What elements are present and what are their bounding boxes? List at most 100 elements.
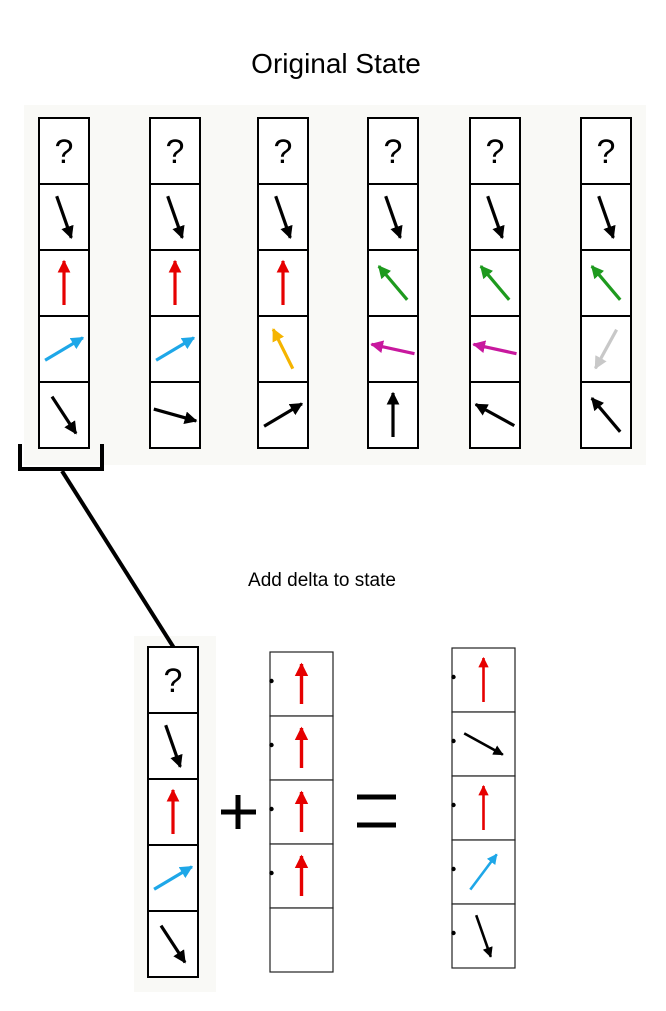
- original-state-panel: [24, 105, 646, 465]
- cell: [149, 183, 201, 251]
- cell: [269, 715, 334, 781]
- green-arrow-icon: [590, 265, 622, 301]
- state-column: ?: [580, 117, 632, 449]
- cell: [269, 843, 334, 909]
- black-arrow-icon: [384, 195, 403, 240]
- black-arrow-icon: [590, 397, 622, 433]
- cell: [38, 249, 90, 317]
- black-arrow-icon: [164, 724, 183, 769]
- cell: [580, 315, 632, 383]
- cell: [147, 910, 199, 978]
- black-arrow-icon: [50, 395, 78, 435]
- cell: [38, 315, 90, 383]
- diagram-title: Original State: [251, 48, 421, 79]
- edge-tick-icon: [451, 802, 456, 808]
- selected-state-column: ?: [147, 646, 199, 978]
- edge-tick-icon: [269, 806, 274, 812]
- black-arrow-icon: [463, 732, 504, 756]
- edge-tick-icon: [269, 870, 274, 876]
- delta-column: [269, 651, 334, 973]
- unknown-value-label: ?: [166, 133, 185, 171]
- cell: [257, 381, 309, 449]
- cell: [469, 183, 521, 251]
- cell: [451, 711, 516, 777]
- unknown-value-label: ?: [274, 133, 293, 171]
- edge-tick-icon: [451, 738, 456, 744]
- result-column: [451, 647, 516, 969]
- black-arrow-icon: [159, 924, 187, 964]
- cell: ?: [257, 117, 309, 185]
- state-column: ?: [38, 117, 90, 449]
- gray-arrow-icon: [593, 328, 619, 370]
- edge-tick-icon: [269, 742, 274, 748]
- black-arrow-icon: [486, 195, 505, 240]
- magenta-arrow-icon: [370, 340, 415, 356]
- cell: [367, 183, 419, 251]
- state-column: ?: [149, 117, 201, 449]
- selection-connector-line: [60, 469, 176, 650]
- orange-arrow-icon: [271, 328, 295, 370]
- unknown-value-label: ?: [384, 133, 403, 171]
- cell: [147, 778, 199, 846]
- cell: ?: [367, 117, 419, 185]
- diagram-subtitle: Add delta to state: [248, 570, 396, 591]
- cell: ?: [469, 117, 521, 185]
- cell: [451, 775, 516, 841]
- cell: [580, 249, 632, 317]
- black-arrow-icon: [474, 914, 493, 958]
- state-column: ?: [469, 117, 521, 449]
- equals-sign: [357, 794, 396, 828]
- cell: [38, 381, 90, 449]
- cell: [451, 647, 516, 713]
- black-arrow-icon: [274, 195, 293, 240]
- state-column: ?: [257, 117, 309, 449]
- cell: [367, 381, 419, 449]
- state-column: ?: [367, 117, 419, 449]
- selection-bracket: [18, 444, 104, 471]
- black-arrow-icon: [263, 402, 303, 428]
- blue-arrow-icon: [155, 336, 195, 362]
- cell: [147, 844, 199, 912]
- magenta-arrow-icon: [472, 340, 517, 356]
- cell: [451, 839, 516, 905]
- cell: [580, 381, 632, 449]
- cell: [149, 315, 201, 383]
- unknown-value-label: ?: [597, 133, 616, 171]
- edge-tick-icon: [451, 930, 456, 936]
- plus-sign: [221, 795, 256, 829]
- edge-tick-icon: [451, 866, 456, 872]
- cell: [469, 249, 521, 317]
- unknown-value-label: ?: [486, 133, 505, 171]
- cell: [149, 381, 201, 449]
- cell: [269, 651, 334, 717]
- cell: [38, 183, 90, 251]
- cell: [257, 249, 309, 317]
- cell: [147, 712, 199, 780]
- cell: [469, 315, 521, 383]
- black-arrow-icon: [153, 407, 198, 424]
- cell: [269, 907, 334, 973]
- black-arrow-icon: [597, 195, 616, 240]
- blue-arrow-icon: [153, 865, 193, 891]
- edge-tick-icon: [451, 674, 456, 680]
- cell: ?: [38, 117, 90, 185]
- cell: [257, 315, 309, 383]
- cell: [451, 903, 516, 969]
- black-arrow-icon: [166, 195, 185, 240]
- cell: [367, 315, 419, 383]
- unknown-value-label: ?: [55, 133, 74, 171]
- cell: [149, 249, 201, 317]
- original-state-columns: ??????: [38, 117, 632, 449]
- cell: [367, 249, 419, 317]
- cell: ?: [580, 117, 632, 185]
- cell: ?: [149, 117, 201, 185]
- cell: [580, 183, 632, 251]
- black-arrow-icon: [474, 402, 516, 428]
- cell: [469, 381, 521, 449]
- green-arrow-icon: [479, 265, 511, 301]
- cell: [269, 779, 334, 845]
- unknown-value-label: ?: [164, 662, 183, 700]
- green-arrow-icon: [377, 265, 409, 301]
- cell: ?: [147, 646, 199, 714]
